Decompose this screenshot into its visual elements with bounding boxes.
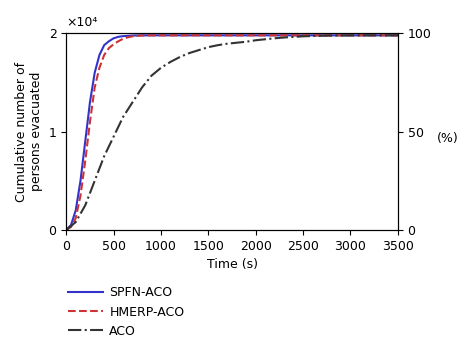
- ACO: [282, 35, 287, 39]
- HMERP-ACO: [87, 120, 93, 124]
- HMERP-ACO: [253, 33, 259, 37]
- HMERP-ACO: [82, 159, 88, 163]
- ACO: [263, 37, 268, 42]
- SPFN-ACO: [101, 43, 107, 47]
- ACO: [357, 33, 363, 37]
- Line: HMERP-ACO: HMERP-ACO: [66, 35, 398, 230]
- SPFN-ACO: [253, 33, 259, 37]
- Legend: SPFN-ACO, HMERP-ACO, ACO: SPFN-ACO, HMERP-ACO, ACO: [63, 281, 190, 343]
- ACO: [215, 43, 221, 47]
- SPFN-ACO: [64, 228, 69, 232]
- HMERP-ACO: [130, 34, 136, 38]
- HMERP-ACO: [206, 33, 211, 37]
- ACO: [120, 115, 126, 119]
- ACO: [376, 33, 382, 37]
- HMERP-ACO: [347, 33, 353, 37]
- ACO: [111, 134, 117, 139]
- HMERP-ACO: [120, 37, 126, 41]
- HMERP-ACO: [149, 33, 155, 37]
- ACO: [253, 38, 259, 42]
- Line: SPFN-ACO: SPFN-ACO: [66, 35, 398, 230]
- ACO: [92, 179, 98, 183]
- HMERP-ACO: [106, 46, 112, 50]
- HMERP-ACO: [111, 42, 117, 46]
- ACO: [272, 36, 278, 40]
- ACO: [301, 34, 306, 38]
- ACO: [73, 220, 79, 224]
- ACO: [149, 74, 155, 78]
- SPFN-ACO: [347, 33, 353, 37]
- ACO: [82, 203, 88, 207]
- HMERP-ACO: [78, 193, 83, 198]
- X-axis label: Time (s): Time (s): [207, 258, 257, 271]
- HMERP-ACO: [395, 33, 401, 37]
- SPFN-ACO: [78, 179, 83, 183]
- ACO: [225, 42, 230, 46]
- ACO: [310, 34, 315, 38]
- ACO: [347, 33, 353, 37]
- SPFN-ACO: [73, 208, 79, 212]
- SPFN-ACO: [139, 33, 145, 37]
- ACO: [168, 60, 173, 64]
- SPFN-ACO: [106, 39, 112, 43]
- HMERP-ACO: [92, 85, 98, 89]
- HMERP-ACO: [73, 216, 79, 220]
- ACO: [395, 33, 401, 37]
- ACO: [234, 40, 240, 45]
- HMERP-ACO: [139, 34, 145, 38]
- SPFN-ACO: [97, 53, 102, 57]
- SPFN-ACO: [120, 34, 126, 38]
- ACO: [187, 51, 192, 55]
- ACO: [338, 34, 344, 38]
- SPFN-ACO: [206, 33, 211, 37]
- ACO: [319, 34, 325, 38]
- ACO: [385, 33, 391, 37]
- SPFN-ACO: [130, 34, 136, 38]
- ACO: [130, 100, 136, 104]
- Text: ×10⁴: ×10⁴: [66, 16, 98, 29]
- HMERP-ACO: [135, 34, 140, 38]
- SPFN-ACO: [301, 33, 306, 37]
- ACO: [244, 40, 249, 44]
- SPFN-ACO: [68, 223, 74, 227]
- HMERP-ACO: [64, 228, 69, 232]
- ACO: [139, 85, 145, 89]
- Line: ACO: ACO: [66, 35, 398, 230]
- SPFN-ACO: [92, 70, 98, 75]
- ACO: [291, 35, 297, 39]
- ACO: [206, 45, 211, 49]
- ACO: [177, 55, 183, 59]
- SPFN-ACO: [395, 33, 401, 37]
- Y-axis label: Cumulative number of
persons evacuated: Cumulative number of persons evacuated: [15, 61, 43, 202]
- ACO: [366, 33, 372, 37]
- Y-axis label: (%): (%): [437, 132, 459, 144]
- HMERP-ACO: [68, 225, 74, 229]
- HMERP-ACO: [158, 33, 164, 37]
- ACO: [64, 228, 69, 232]
- ACO: [328, 34, 334, 38]
- ACO: [101, 154, 107, 158]
- HMERP-ACO: [116, 39, 121, 43]
- ACO: [196, 48, 202, 52]
- SPFN-ACO: [158, 33, 164, 37]
- HMERP-ACO: [97, 66, 102, 70]
- ACO: [158, 66, 164, 70]
- SPFN-ACO: [111, 36, 117, 40]
- SPFN-ACO: [82, 139, 88, 143]
- SPFN-ACO: [116, 35, 121, 39]
- SPFN-ACO: [87, 100, 93, 104]
- HMERP-ACO: [125, 35, 131, 39]
- HMERP-ACO: [301, 33, 306, 37]
- HMERP-ACO: [101, 53, 107, 57]
